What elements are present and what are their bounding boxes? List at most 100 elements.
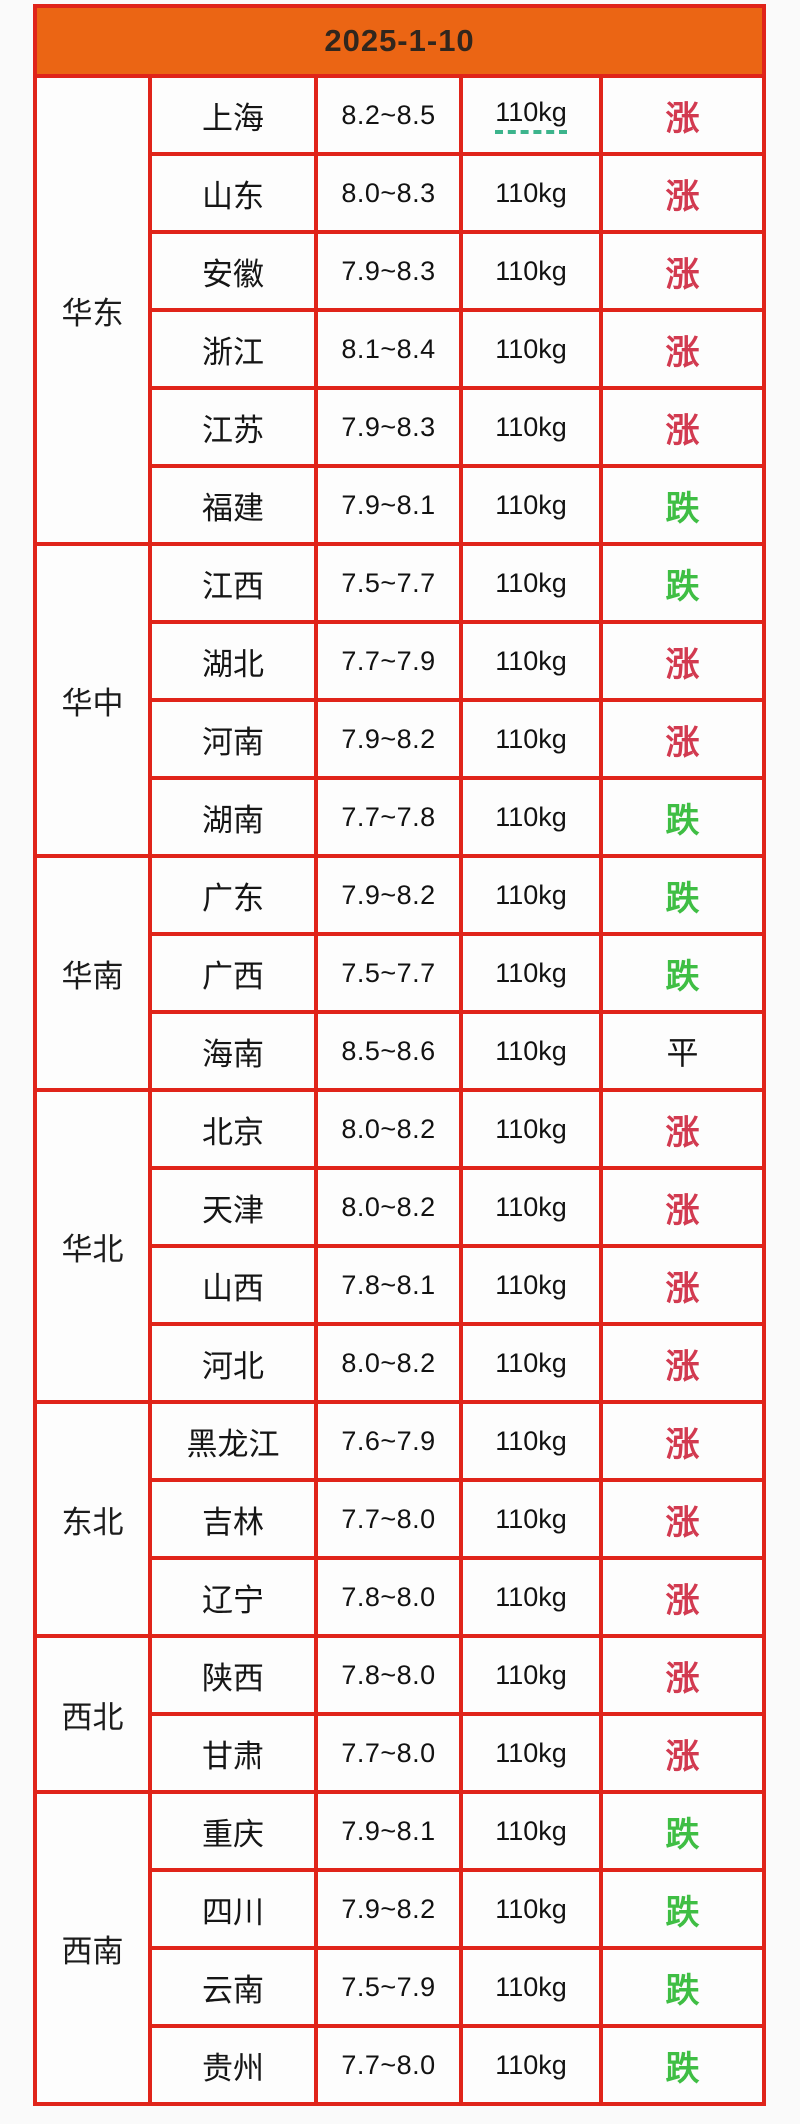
price-range-cell: 8.2~8.5 <box>314 74 463 156</box>
weight-cell: 110kg <box>459 776 603 858</box>
price-range-cell: 7.5~7.9 <box>314 1946 463 2028</box>
price-range-cell: 7.5~7.7 <box>314 542 463 624</box>
weight-cell: 110kg <box>459 1322 603 1404</box>
province-cell: 广西 <box>148 932 318 1014</box>
table-row: 福建 7.9~8.1 110kg 跌 <box>35 464 767 546</box>
trend-cell: 涨 <box>598 1634 767 1716</box>
price-range-cell: 7.5~7.7 <box>314 932 463 1014</box>
price-range-cell: 8.0~8.2 <box>314 1166 463 1248</box>
weight-cell: 110kg <box>459 854 603 936</box>
trend-cell: 跌 <box>598 1790 767 1872</box>
table-row: 华北 北京 8.0~8.2 110kg 涨 <box>33 1088 767 1404</box>
province-cell: 河北 <box>148 1322 318 1404</box>
table-header-row: 2025-1-10 <box>32 4 767 78</box>
trend-cell: 跌 <box>598 932 767 1014</box>
trend-cell: 涨 <box>598 1322 767 1404</box>
province-cell: 黑龙江 <box>148 1400 318 1482</box>
weight-cell: 110kg <box>459 152 603 234</box>
weight-cell: 110kg <box>459 1634 603 1716</box>
price-table-body: 华东 上海 8.2~8.5 110kg 涨山东 8.0~8.3 110kg 涨安徽 7.9~8.… <box>33 74 767 2106</box>
province-cell: 福建 <box>148 464 318 546</box>
price-range-cell: 7.8~8.1 <box>314 1244 463 1326</box>
trend-cell: 跌 <box>598 1868 767 1950</box>
weight-cell: 110kg <box>459 1556 603 1638</box>
table-row: 湖南 7.7~7.8 110kg 跌 <box>35 776 767 858</box>
table-row: 四川 7.9~8.2 110kg 跌 <box>35 1868 767 1950</box>
province-cell: 海南 <box>148 1010 318 1092</box>
trend-cell: 涨 <box>598 152 767 234</box>
province-cell: 湖南 <box>148 776 318 858</box>
province-cell: 甘肃 <box>148 1712 318 1794</box>
trend-cell: 涨 <box>598 1712 767 1794</box>
trend-cell: 跌 <box>598 2024 767 2106</box>
weight-cell: 110kg <box>459 1244 603 1326</box>
province-cell: 上海 <box>148 74 318 156</box>
trend-cell: 跌 <box>598 464 767 546</box>
province-cell: 江苏 <box>148 386 318 468</box>
weight-cell: 110kg <box>459 1712 603 1794</box>
table-row: 西北 陕西 7.8~8.0 110kg 涨 <box>33 1634 767 1794</box>
weight-cell: 110kg <box>459 1478 603 1560</box>
trend-cell: 涨 <box>598 386 767 468</box>
weight-cell: 110kg <box>459 308 603 390</box>
table-row: 东北 黑龙江 7.6~7.9 110kg 涨 <box>33 1400 767 1638</box>
province-cell: 浙江 <box>148 308 318 390</box>
table-row: 河南 7.9~8.2 110kg 涨 <box>35 698 767 780</box>
trend-cell: 涨 <box>598 230 767 312</box>
pig-price-table: 2025-1-10 华东 上海 8.2~8.5 110kg 涨山东 8.0~8.3 110k… <box>32 4 767 2106</box>
price-range-cell: 7.7~7.8 <box>314 776 463 858</box>
weight-underlined-text: 110kg <box>495 97 567 134</box>
table-row: 吉林 7.7~8.0 110kg 涨 <box>35 1478 767 1560</box>
price-range-cell: 8.0~8.2 <box>314 1088 463 1170</box>
price-range-cell: 7.7~8.0 <box>314 1712 463 1794</box>
price-range-cell: 7.9~8.3 <box>314 386 463 468</box>
table-row: 山西 7.8~8.1 110kg 涨 <box>35 1244 767 1326</box>
price-range-cell: 8.0~8.2 <box>314 1322 463 1404</box>
region-cell: 西南 <box>33 1790 152 2106</box>
trend-cell: 跌 <box>598 776 767 858</box>
region-cell: 华中 <box>33 542 152 858</box>
price-range-cell: 7.6~7.9 <box>314 1400 463 1482</box>
province-cell: 重庆 <box>148 1790 318 1872</box>
weight-cell: 110kg <box>459 1166 603 1248</box>
table-row: 辽宁 7.8~8.0 110kg 涨 <box>35 1556 767 1638</box>
price-range-cell: 8.1~8.4 <box>314 308 463 390</box>
table-row: 河北 8.0~8.2 110kg 涨 <box>35 1322 767 1404</box>
table-row: 西南 重庆 7.9~8.1 110kg 跌 <box>33 1790 767 2106</box>
price-range-cell: 7.8~8.0 <box>314 1556 463 1638</box>
price-range-cell: 7.9~8.1 <box>314 1790 463 1872</box>
price-range-cell: 7.7~8.0 <box>314 1478 463 1560</box>
price-range-cell: 7.7~8.0 <box>314 2024 463 2106</box>
weight-cell: 110kg <box>459 464 603 546</box>
weight-cell: 110kg <box>459 542 603 624</box>
weight-cell: 110kg <box>459 1790 603 1872</box>
trend-cell: 跌 <box>598 854 767 936</box>
region-cell: 华南 <box>33 854 152 1092</box>
weight-cell: 110kg <box>459 1088 603 1170</box>
trend-cell: 涨 <box>598 698 767 780</box>
table-row: 云南 7.5~7.9 110kg 跌 <box>35 1946 767 2028</box>
table-row: 江苏 7.9~8.3 110kg 涨 <box>35 386 767 468</box>
weight-cell: 110kg <box>459 2024 603 2106</box>
province-cell: 陕西 <box>148 1634 318 1716</box>
table-row: 安徽 7.9~8.3 110kg 涨 <box>35 230 767 312</box>
table-row: 华东 上海 8.2~8.5 110kg 涨 <box>33 74 767 546</box>
region-cell: 华北 <box>33 1088 152 1404</box>
weight-cell: 110kg <box>459 1946 603 2028</box>
province-cell: 江西 <box>148 542 318 624</box>
table-row: 华南 广东 7.9~8.2 110kg 跌 <box>33 854 767 1092</box>
table-row: 湖北 7.7~7.9 110kg 涨 <box>35 620 767 702</box>
province-cell: 河南 <box>148 698 318 780</box>
province-cell: 山东 <box>148 152 318 234</box>
table-row: 甘肃 7.7~8.0 110kg 涨 <box>35 1712 767 1794</box>
province-cell: 安徽 <box>148 230 318 312</box>
trend-cell: 涨 <box>598 1166 767 1248</box>
trend-cell: 跌 <box>598 1946 767 2028</box>
province-cell: 天津 <box>148 1166 318 1248</box>
price-range-cell: 8.5~8.6 <box>314 1010 463 1092</box>
table-row: 山东 8.0~8.3 110kg 涨 <box>35 152 767 234</box>
province-cell: 北京 <box>148 1088 318 1170</box>
province-cell: 湖北 <box>148 620 318 702</box>
trend-cell: 涨 <box>598 620 767 702</box>
